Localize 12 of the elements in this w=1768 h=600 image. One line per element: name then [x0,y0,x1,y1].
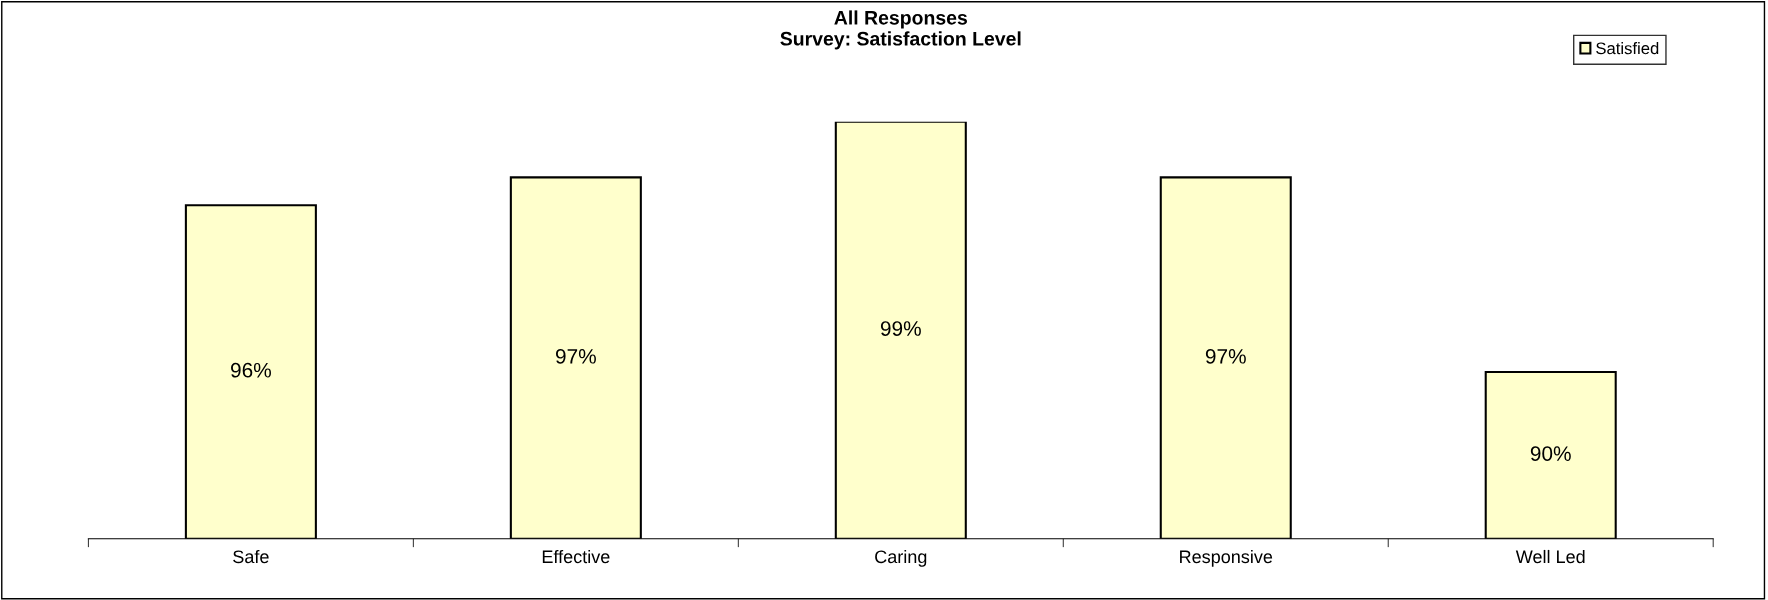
x-tick-label: Well Led [1515,549,1585,564]
x-tick-label: Caring [875,549,927,567]
data-label: 97% [1205,348,1246,364]
data-label: 90% [1530,446,1571,461]
data-label: 96% [231,362,271,378]
legend-label: Satisfied [1596,42,1659,55]
chart-title: All Responses Survey: Satisfaction Level [780,10,1021,50]
x-tick-label: Responsive [1180,549,1273,567]
data-label: 97% [555,348,596,364]
x-tick-label: Safe [233,549,269,564]
data-label: 99% [880,321,921,336]
x-tick-label: Effective [542,549,610,564]
